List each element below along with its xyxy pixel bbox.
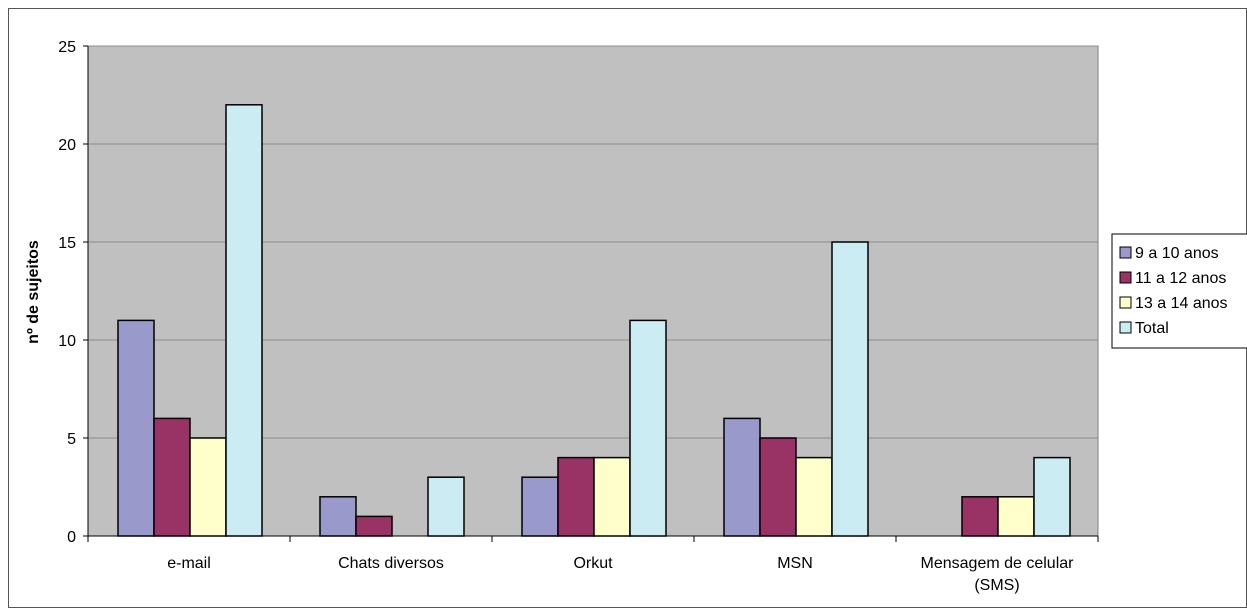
legend-swatch <box>1119 296 1132 309</box>
x-tick-label: Orkut <box>573 555 613 572</box>
bar-11-a-12-anos-1 <box>355 515 393 537</box>
legend-swatch <box>1119 246 1132 259</box>
bar-total-3 <box>831 241 869 537</box>
axes: 0 5 10 15 20 25 e-mail Chats diversos Orkut MSN Me… <box>58 39 1099 594</box>
bar-total-2 <box>629 319 667 537</box>
legend-label: 13 a 14 anos <box>1135 295 1228 312</box>
y-axis-title: nº de sujeitos <box>25 240 42 344</box>
y-tick-label: 5 <box>67 431 76 448</box>
bar-11-a-12-anos-3 <box>759 437 797 537</box>
y-tick-label: 20 <box>58 137 76 154</box>
legend-label: 11 a 12 anos <box>1135 270 1226 287</box>
x-tick-label: Mensagem de celular <box>921 555 1075 572</box>
y-tick-label: 25 <box>58 39 76 56</box>
bar-total-1 <box>427 476 465 537</box>
y-tick-label: 0 <box>67 529 76 546</box>
bar-9-a-10-anos-2 <box>521 476 559 537</box>
legend-label: Total <box>1135 320 1169 337</box>
bars <box>117 104 1071 537</box>
legend-swatch <box>1119 321 1132 334</box>
legend-swatch <box>1119 271 1132 284</box>
bar-9-a-10-anos-3 <box>723 417 761 537</box>
y-tick-label: 10 <box>58 333 76 350</box>
legend: 9 a 10 anos 11 a 12 anos 13 a 14 anos Total <box>1111 233 1247 349</box>
x-tick-label: (SMS) <box>974 577 1019 594</box>
bar-total-4 <box>1033 456 1071 537</box>
x-tick-label: e-mail <box>167 555 211 572</box>
bar-11-a-12-anos-2 <box>557 456 595 537</box>
bar-11-a-12-anos-4 <box>961 496 999 537</box>
y-tick-label: 15 <box>58 235 76 252</box>
legend-label: 9 a 10 anos <box>1135 245 1219 262</box>
bar-13-a-14-anos-0 <box>189 437 227 537</box>
bar-9-a-10-anos-1 <box>319 496 357 537</box>
bar-11-a-12-anos-0 <box>153 417 191 537</box>
bar-13-a-14-anos-2 <box>593 456 631 537</box>
x-tick-label: Chats diversos <box>338 555 444 572</box>
bar-9-a-10-anos-0 <box>117 319 155 537</box>
bar-total-0 <box>225 104 263 537</box>
x-tick-label: MSN <box>777 555 813 572</box>
bar-13-a-14-anos-4 <box>997 496 1035 537</box>
bar-13-a-14-anos-3 <box>795 456 833 537</box>
legend-box <box>1111 233 1247 349</box>
